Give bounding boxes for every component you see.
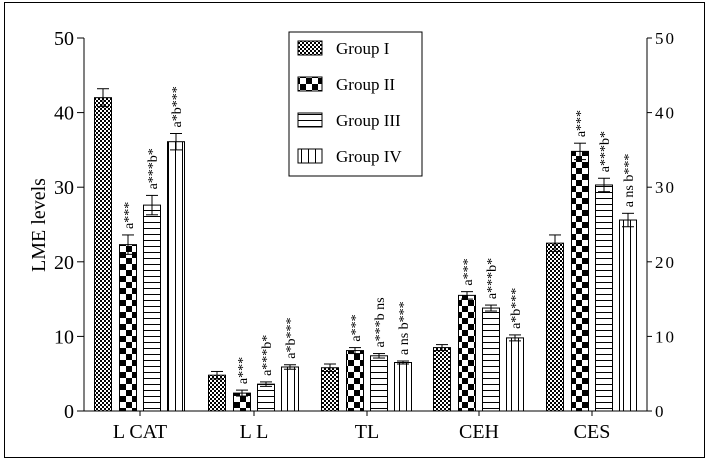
axes: 0 10 20 30 40 50 0 10 20 30 40 50 L CAT L L TL CEH CES bbox=[54, 28, 676, 443]
significance-annotation: a*b*** bbox=[509, 288, 524, 329]
y-tick-label-left: 50 bbox=[54, 28, 74, 50]
bar-group-ii bbox=[571, 150, 589, 412]
y-tick-label-right: 10 bbox=[655, 327, 676, 346]
bar-group-iii bbox=[370, 355, 388, 412]
significance-annotation: a*** bbox=[122, 202, 137, 229]
bar-group-iv bbox=[506, 337, 524, 412]
significance-annotation: a***b* bbox=[485, 258, 500, 299]
y-tick-label-left: 0 bbox=[64, 401, 74, 423]
legend-swatch bbox=[297, 148, 323, 164]
legend-swatch bbox=[297, 76, 323, 92]
significance-annotation: a***b* bbox=[146, 148, 161, 189]
x-tick-label: CES bbox=[574, 421, 611, 443]
bar-group-iv bbox=[167, 141, 185, 412]
y-tick-label-right: 30 bbox=[655, 178, 676, 197]
legend-label: Group II bbox=[336, 75, 395, 94]
significance-annotation: a*** bbox=[461, 258, 476, 285]
y-tick-label-left: 20 bbox=[54, 252, 74, 274]
significance-annotation: a*** bbox=[236, 357, 251, 384]
bar-group-i bbox=[94, 97, 112, 412]
x-tick-label: CEH bbox=[459, 421, 499, 443]
y-tick-label-left: 30 bbox=[54, 177, 74, 199]
bar-group-iii bbox=[143, 204, 161, 412]
significance-annotation: a*** bbox=[574, 110, 589, 137]
legend-label: Group IV bbox=[336, 147, 402, 166]
significance-annotation: a***b* bbox=[598, 131, 613, 172]
y-tick-label-right: 40 bbox=[655, 104, 676, 123]
y-axis-label: LME levels bbox=[28, 178, 50, 272]
bar-group-iii bbox=[595, 184, 613, 412]
bar-group-iii bbox=[257, 383, 275, 412]
bar-group-i bbox=[433, 347, 451, 412]
y-tick-label-right: 50 bbox=[655, 29, 676, 48]
bar-group-iii bbox=[482, 307, 500, 412]
significance-annotation: a ns b*** bbox=[397, 301, 412, 355]
legend: Group I Group II Group III Group IV bbox=[288, 31, 423, 177]
significance-annotation: a***b ns bbox=[373, 297, 388, 347]
y-tick-label-left: 10 bbox=[54, 326, 74, 348]
bar-group-ii bbox=[346, 350, 364, 412]
y-tick-label-right: 20 bbox=[655, 253, 676, 272]
x-tick-label: L L bbox=[240, 421, 269, 443]
legend-label: Group III bbox=[336, 111, 401, 130]
bar-group-i bbox=[208, 374, 226, 412]
bar-group-i bbox=[546, 242, 564, 412]
legend-label: Group I bbox=[336, 39, 390, 58]
bar-group-iv bbox=[619, 219, 637, 412]
bar-group-iv bbox=[281, 366, 299, 412]
y-tick-label-right: 0 bbox=[655, 402, 666, 421]
chart-frame bbox=[4, 2, 705, 458]
bar-group-i bbox=[321, 367, 339, 412]
significance-annotation: a***b* bbox=[260, 335, 275, 376]
significance-annotation: a*b*** bbox=[284, 318, 299, 359]
significance-annotation: a*b*** bbox=[170, 86, 185, 127]
legend-box bbox=[288, 31, 423, 177]
legend-swatch bbox=[297, 112, 323, 128]
x-tick-label: TL bbox=[355, 421, 379, 443]
x-tick-label: L CAT bbox=[113, 421, 167, 443]
y-tick-label-left: 40 bbox=[54, 103, 74, 125]
bar-group-ii bbox=[458, 294, 476, 412]
bar-group-ii bbox=[119, 244, 137, 412]
bar-group-iv bbox=[394, 362, 412, 412]
significance-annotation: a*** bbox=[349, 314, 364, 341]
legend-swatch bbox=[297, 40, 323, 56]
significance-annotation: a ns b*** bbox=[622, 154, 637, 208]
bars: a*** a***b* a*b*** a*** a***b* a*b*** a*** a***… bbox=[94, 86, 637, 412]
